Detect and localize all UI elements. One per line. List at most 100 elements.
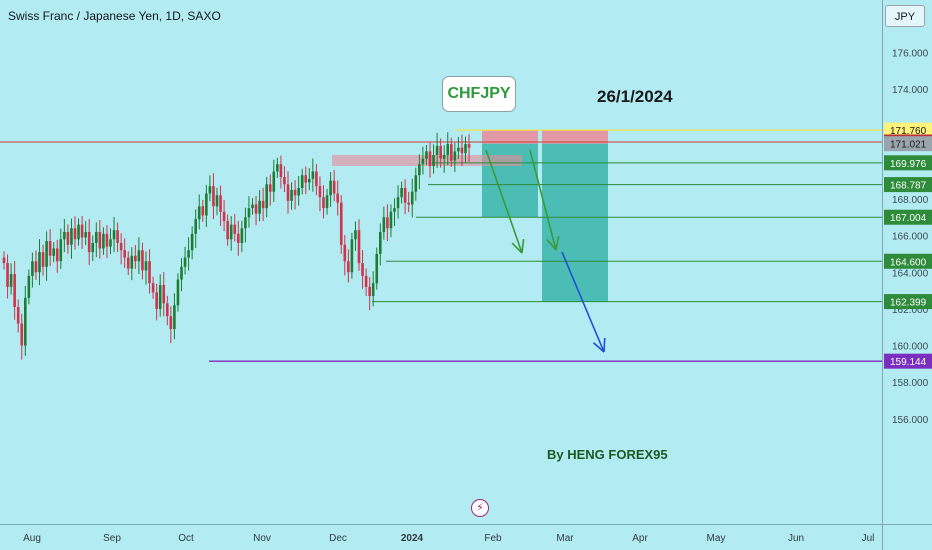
candle-body bbox=[332, 180, 336, 194]
candle-body bbox=[290, 189, 293, 201]
candle-body bbox=[158, 285, 162, 309]
candle-body bbox=[379, 231, 382, 254]
candle-body bbox=[34, 261, 38, 273]
candle-body bbox=[27, 275, 31, 298]
candle-body bbox=[364, 275, 368, 287]
price-tag-label: 167.004 bbox=[890, 213, 927, 224]
candle-body bbox=[432, 155, 435, 167]
candle-body bbox=[393, 208, 396, 212]
x-tick-label: Nov bbox=[253, 533, 271, 544]
candle-body bbox=[460, 147, 464, 154]
candle-body bbox=[304, 175, 308, 183]
candle-body bbox=[425, 151, 428, 159]
candle-body bbox=[343, 244, 347, 262]
candle-body bbox=[336, 193, 339, 203]
x-tick-label: Sep bbox=[103, 533, 121, 544]
candle-body bbox=[66, 231, 70, 245]
currency-button[interactable]: JPY bbox=[885, 5, 925, 27]
candle-body bbox=[244, 217, 247, 229]
candle-body bbox=[116, 230, 119, 243]
candle-body bbox=[375, 253, 379, 284]
target-zone-1 bbox=[482, 143, 538, 218]
candle-body bbox=[205, 193, 208, 216]
candle-body bbox=[215, 195, 219, 207]
price-tag-bg bbox=[884, 177, 932, 193]
candle-body bbox=[87, 231, 91, 253]
price-tag-label: 159.144 bbox=[890, 357, 927, 368]
candle-body bbox=[414, 175, 418, 192]
lightning-icon[interactable]: ⚡ bbox=[471, 499, 489, 517]
price-tag-bg bbox=[884, 122, 932, 138]
x-tick-label: Aug bbox=[23, 533, 41, 544]
arrow-green-1 bbox=[485, 149, 525, 254]
x-tick-label: Feb bbox=[484, 533, 502, 544]
candle-body bbox=[410, 191, 414, 205]
candle-body bbox=[389, 211, 393, 229]
candle-body bbox=[162, 285, 166, 304]
candle-body bbox=[180, 266, 183, 280]
candle-body bbox=[283, 177, 286, 185]
candle-body bbox=[6, 263, 9, 287]
candle-body bbox=[63, 231, 66, 240]
price-tag-label: 171.760 bbox=[890, 126, 927, 137]
candle-body bbox=[371, 283, 375, 297]
arrow-green-2 bbox=[529, 149, 560, 251]
target-zone-2 bbox=[542, 143, 608, 302]
x-tick-label: Jun bbox=[788, 533, 804, 544]
candle-body bbox=[450, 144, 453, 161]
candle-body bbox=[144, 261, 148, 271]
candle-body bbox=[268, 184, 272, 192]
candle-body bbox=[130, 255, 134, 269]
y-tick-label: 164.000 bbox=[892, 268, 929, 279]
candle-body bbox=[123, 250, 126, 258]
candle-body bbox=[166, 303, 169, 317]
price-tag-bg bbox=[884, 136, 932, 152]
candle-body bbox=[237, 233, 240, 243]
arrow-green-1-shaft bbox=[485, 149, 523, 254]
candle-body bbox=[80, 224, 84, 238]
candle-body bbox=[254, 204, 258, 214]
candle-body bbox=[176, 279, 180, 306]
candle-body bbox=[95, 231, 98, 243]
candle-body bbox=[55, 248, 59, 262]
candle-body bbox=[169, 316, 173, 330]
candle-body bbox=[148, 261, 151, 284]
candle-body bbox=[222, 211, 226, 221]
arrow-blue-head bbox=[592, 342, 605, 353]
candle-body bbox=[208, 186, 212, 194]
x-tick-label: Apr bbox=[632, 533, 648, 544]
arrow-blue bbox=[561, 251, 606, 353]
candle-body bbox=[77, 224, 80, 240]
candle-body bbox=[105, 233, 109, 247]
y-tick-label: 158.000 bbox=[892, 378, 929, 389]
date-note[interactable]: 26/1/2024 bbox=[597, 87, 673, 106]
candle-body bbox=[464, 144, 467, 154]
candle-body bbox=[31, 261, 34, 276]
candle-body bbox=[13, 274, 16, 308]
candle-body bbox=[308, 178, 311, 183]
candle-body bbox=[347, 261, 350, 273]
arrow-blue-shaft bbox=[561, 251, 605, 353]
x-tick-label: Oct bbox=[178, 533, 194, 544]
candle-body bbox=[187, 250, 190, 258]
candle-body bbox=[258, 200, 261, 214]
price-tag-label: 162.399 bbox=[890, 298, 927, 309]
candle-body bbox=[251, 204, 254, 209]
author-note[interactable]: By HENG FOREX95 bbox=[547, 447, 668, 462]
time-axis-panel bbox=[0, 524, 932, 550]
candle-body bbox=[41, 252, 45, 267]
candle-body bbox=[155, 292, 158, 309]
y-tick-label: 176.000 bbox=[892, 49, 929, 60]
candle-body bbox=[261, 200, 265, 209]
candle-body bbox=[137, 250, 141, 262]
candle-body bbox=[300, 175, 304, 189]
candle-body bbox=[102, 233, 105, 249]
candle-body bbox=[428, 151, 432, 167]
arrow-blue-head bbox=[603, 337, 606, 353]
candle-body bbox=[98, 231, 102, 249]
candle-body bbox=[240, 228, 244, 243]
candle-body bbox=[201, 206, 205, 216]
candle-body bbox=[16, 307, 20, 324]
ticker-label-box[interactable]: CHFJPY bbox=[442, 76, 516, 112]
